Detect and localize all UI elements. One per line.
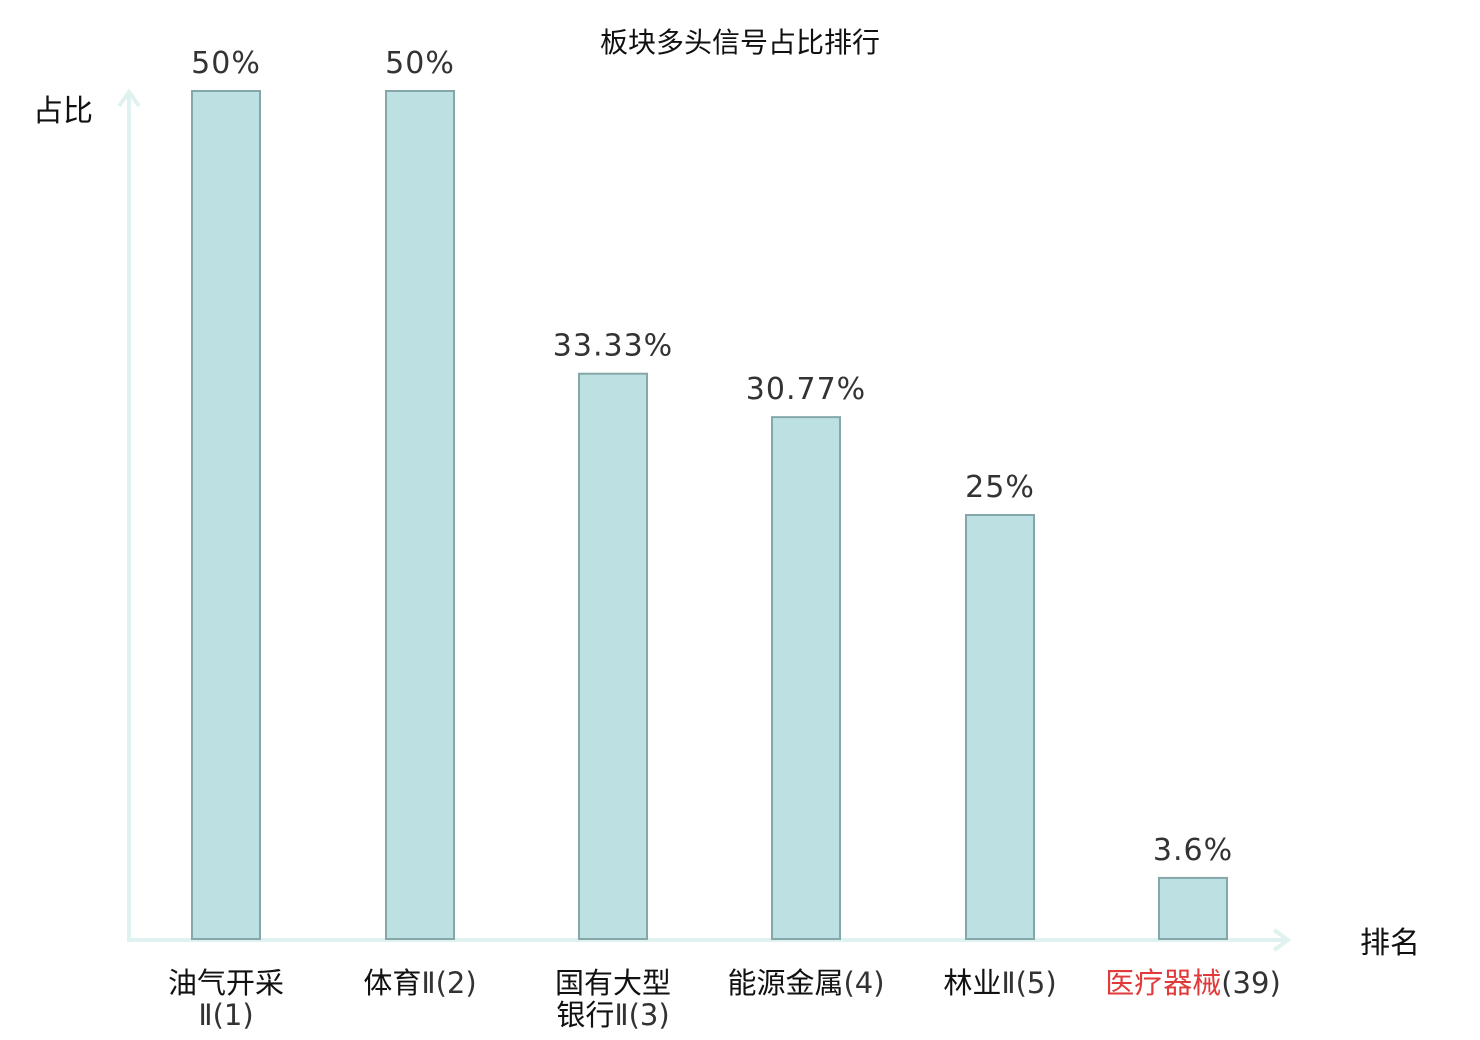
value-labels-group: 50% 50% 33.33% 30.77% 25% 3.6% — [191, 46, 1233, 868]
chart-title: 板块多头信号占比排行 — [600, 26, 880, 59]
x-axis-title: 排名 — [1360, 926, 1420, 961]
value-label-2: 50% — [385, 46, 455, 81]
bar-5 — [965, 514, 1035, 940]
value-label-1: 50% — [191, 46, 261, 81]
category-label-name: 体育 — [363, 966, 421, 1000]
bar-1 — [191, 90, 261, 940]
category-label-3: 国有大型银行Ⅱ(3) — [555, 966, 671, 1032]
category-label-1: 油气开采 Ⅱ(1) — [168, 966, 284, 1032]
y-axis-title: 占比 — [33, 94, 93, 129]
category-label-4: 能源金属(4) — [727, 966, 884, 1000]
bar-2 — [385, 90, 455, 940]
category-label-2: 体育Ⅱ(2) — [363, 966, 476, 1000]
category-label-5: 林业Ⅱ(5) — [943, 966, 1056, 1000]
category-label-rank: (4) — [843, 966, 884, 1000]
x-axis-arrow — [1272, 928, 1292, 952]
category-label-rank: Ⅱ(3) — [614, 998, 669, 1032]
category-label-rank: (39) — [1221, 966, 1281, 1000]
category-label-name: 林业 — [943, 966, 1001, 1000]
y-axis-arrow — [117, 88, 141, 108]
bar-6 — [1158, 876, 1228, 940]
value-label-3: 33.33% — [553, 329, 673, 364]
category-label-name: Ⅱ(1) — [198, 998, 253, 1032]
category-label-name: 医疗器械 — [1105, 966, 1221, 1000]
category-label-name: 银行 — [556, 998, 614, 1032]
value-label-4: 30.77% — [746, 372, 866, 407]
bar-3 — [578, 372, 648, 940]
bar-4 — [771, 416, 841, 940]
value-label-5: 25% — [965, 470, 1035, 505]
category-label-name: 国有大型 — [555, 966, 671, 1000]
bars-group — [191, 90, 1228, 940]
category-label-rank: Ⅱ(2) — [421, 966, 476, 1000]
category-label-name: 油气开采 — [168, 966, 284, 1000]
category-label-6: 医疗器械(39) — [1105, 966, 1281, 1000]
category-labels-group: 油气开采 Ⅱ(1) 体育Ⅱ(2) 国有大型银行Ⅱ(3) 能源金属(4) 林业Ⅱ(5) 医疗器… — [168, 966, 1281, 1032]
category-label-name: 能源金属 — [727, 966, 843, 1000]
axes — [117, 88, 1292, 952]
value-label-6: 3.6% — [1153, 833, 1233, 868]
category-label-rank: Ⅱ(5) — [1001, 966, 1056, 1000]
